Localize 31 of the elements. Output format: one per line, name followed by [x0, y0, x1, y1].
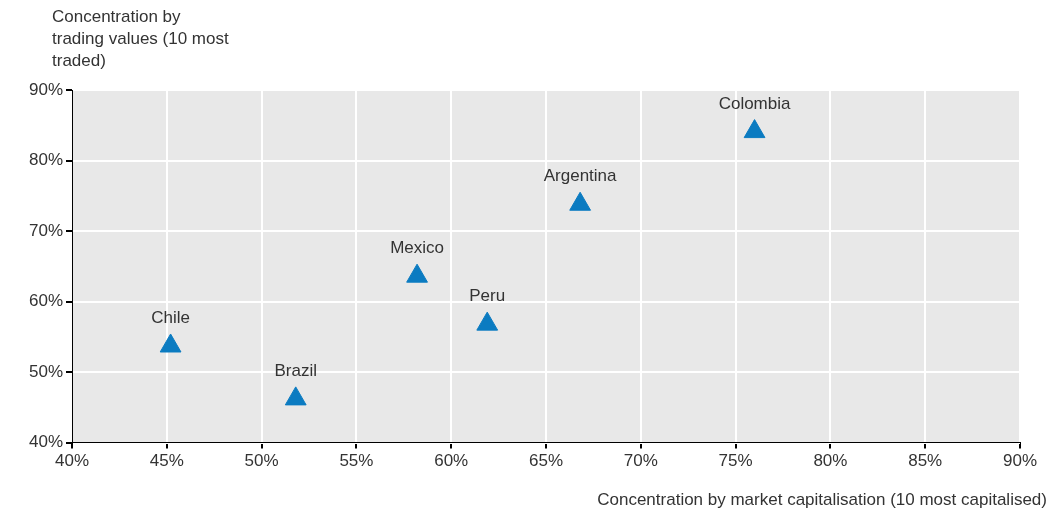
y-tick-label: 60% — [28, 291, 63, 311]
point — [476, 311, 499, 331]
x-tick-label: 85% — [908, 451, 943, 471]
series-label: Peru — [469, 286, 506, 306]
x-tick-label: 75% — [718, 451, 753, 471]
series-label: Brazil — [274, 361, 317, 381]
x-tick-label: 90% — [1002, 451, 1038, 471]
series-label: Argentina — [543, 166, 618, 186]
y-axis-title: Concentration by trading values (10 most traded) — [52, 6, 230, 72]
y-tick-label: 70% — [28, 220, 63, 240]
y-tick-label: 40% — [28, 432, 63, 452]
x-tick-label: 55% — [339, 451, 374, 471]
x-tick-label: 80% — [813, 451, 848, 471]
point — [159, 333, 182, 353]
series-label: Colombia — [718, 93, 792, 113]
y-tick-label: 50% — [28, 361, 63, 381]
x-tick-label: 65% — [528, 451, 564, 471]
point — [569, 191, 592, 211]
x-tick-label: 70% — [623, 451, 658, 471]
point — [284, 386, 307, 406]
y-tick-label: 80% — [28, 150, 63, 170]
point — [406, 263, 428, 283]
x-axis-title: Concentration by market capitalisation (10 most capitalised) — [597, 490, 1047, 510]
series-label: Mexico — [390, 238, 444, 258]
point — [743, 119, 766, 139]
series-label: Chile — [151, 308, 190, 328]
y-tick-label: 90% — [28, 79, 63, 99]
x-tick-label: 60% — [434, 451, 469, 471]
x-tick-label: 50% — [244, 451, 279, 471]
x-tick-label: 45% — [149, 451, 184, 471]
x-tick-label: 40% — [54, 451, 90, 471]
